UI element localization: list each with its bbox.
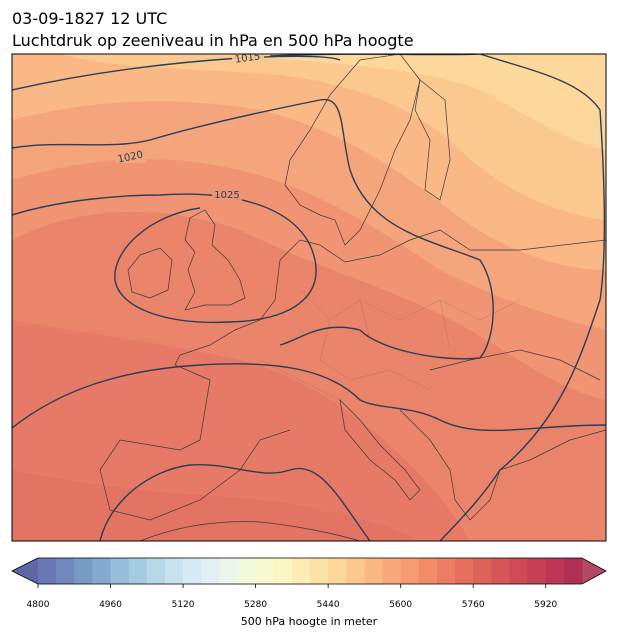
colorbar-segment [273, 558, 293, 584]
colorbar-segment [509, 558, 529, 584]
colorbar-segment [110, 558, 130, 584]
colorbar-segment [310, 558, 329, 584]
fill-band [60, 54, 606, 220]
coastline [429, 349, 601, 381]
colorbar: 4800 4960 5120 5280 5440 5600 5760 5920 [11, 557, 607, 610]
border [259, 289, 521, 401]
coastline [284, 54, 421, 246]
colorbar-label: 500 hPa hoogte in meter [241, 615, 378, 628]
colorbar-tick-label: 5600 [389, 600, 412, 610]
colorbar-tick-label: 5760 [462, 600, 485, 610]
colorbar-segment [346, 558, 365, 584]
fill-band [12, 470, 420, 541]
colorbar-segment [563, 558, 583, 584]
coastline [99, 259, 291, 521]
isobar [99, 463, 371, 541]
colorbar-segment [74, 558, 93, 584]
colorbar-segment [418, 558, 438, 584]
colorbar-under [12, 558, 38, 584]
colorbar-segment [328, 558, 347, 584]
colorbar-segment [473, 558, 492, 584]
coastline [127, 247, 173, 299]
colorbar-segment [92, 558, 112, 584]
colorbar-segment [201, 558, 220, 584]
label-bg [116, 151, 146, 163]
coastline [399, 409, 606, 521]
colorbar-tick-label: 5440 [317, 600, 340, 610]
title: 03-09-1827 12 UTC [12, 9, 167, 28]
colorbar-segment [56, 558, 75, 584]
isobar [12, 98, 494, 360]
colorbar-frame [11, 557, 607, 585]
contour-label: 1020 [117, 150, 144, 166]
label-bg [232, 54, 264, 64]
coastline [279, 229, 606, 263]
colorbar-segment [364, 558, 384, 584]
colorbar-segment [237, 558, 257, 584]
coastline [414, 79, 451, 201]
colorbar-segment [545, 558, 565, 584]
colorbar-segment [491, 558, 510, 584]
coastline [139, 521, 361, 541]
colorbar-segment [400, 558, 420, 584]
isobar [12, 193, 317, 324]
colorbar-tick-label: 5120 [172, 600, 195, 610]
fill-band [200, 54, 606, 150]
colorbar-segment [382, 558, 402, 584]
colorbar-segment [38, 558, 57, 584]
subtitle: Luchtdruk op zeeniveau in hPa en 500 hPa… [12, 31, 414, 50]
coastline [184, 209, 246, 311]
colorbar-segment [291, 558, 311, 584]
coastline [339, 398, 421, 501]
contour-label: 1015 [234, 51, 261, 65]
colorbar-segment [255, 558, 275, 584]
map: 1015 1020 1025 [12, 51, 606, 541]
colorbar-segment [436, 558, 456, 584]
map-frame [11, 53, 607, 542]
isobar [439, 54, 606, 541]
colorbar-segment [146, 558, 166, 584]
colorbar-tick-label: 5920 [534, 600, 557, 610]
colorbar-segment [128, 558, 148, 584]
contour-label: 1025 [214, 190, 239, 201]
colorbar-tick-label: 4960 [99, 600, 122, 610]
label-bg [212, 189, 242, 201]
colorbar-segment [183, 558, 202, 584]
colorbar-tick-label: 4800 [27, 600, 50, 610]
isobar [12, 363, 606, 432]
colorbar-segment [164, 558, 184, 584]
colorbar-segment [219, 558, 238, 584]
colorbar-over [582, 558, 606, 584]
colorbar-tick-label: 5280 [244, 600, 267, 610]
colorbar-segment [455, 558, 474, 584]
colorbar-segment [527, 558, 547, 584]
